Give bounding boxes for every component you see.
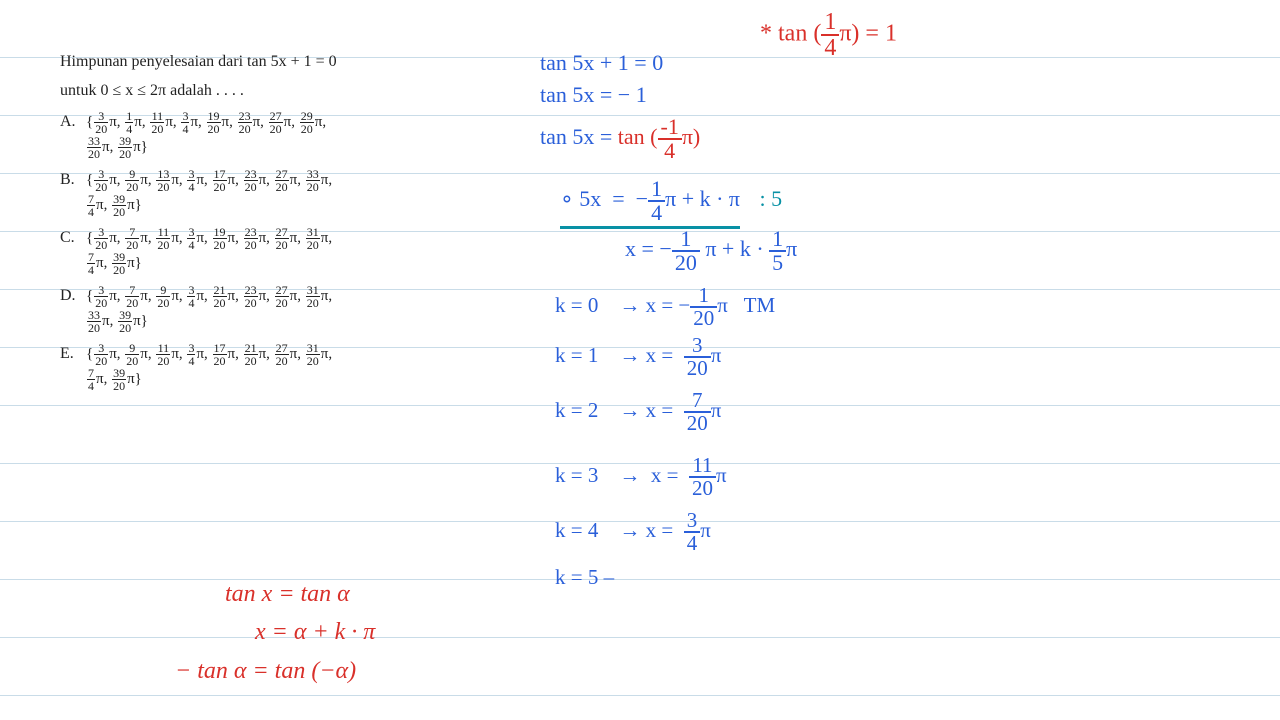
option-B: B.{320π, 920π, 1320π, 34π, 1720π, 2320π,… xyxy=(60,168,520,218)
question-line-1: Himpunan penyelesaian dari tan 5x + 1 = … xyxy=(60,50,520,73)
work-k1: k = 1 → x = 320π xyxy=(555,335,721,379)
option-C: C.{320π, 720π, 1120π, 34π, 1920π, 2320π,… xyxy=(60,226,520,276)
work-x-line: x = −120 π + k · 15π xyxy=(625,228,797,274)
work-k5: k = 5 – xyxy=(555,565,614,590)
formula-3: − tan α = tan (−α) xyxy=(175,652,375,690)
option-letter: D. xyxy=(60,284,86,307)
option-D: D.{320π, 720π, 920π, 34π, 2120π, 2320π, … xyxy=(60,284,520,334)
work-5x-line: ∘ 5x = −14π + k · π : 5 xyxy=(560,178,782,229)
work-k4: k = 4 → x = 34π xyxy=(555,510,711,554)
question-block: Himpunan penyelesaian dari tan 5x + 1 = … xyxy=(60,50,520,392)
formula-identities: tan x = tan α x = α + k · π − tan α = ta… xyxy=(225,575,375,690)
option-body: {320π, 920π, 1320π, 34π, 1720π, 2320π, 2… xyxy=(86,168,332,218)
work-k2: k = 2 → x = 720π xyxy=(555,390,721,434)
option-body: {320π, 920π, 1120π, 34π, 1720π, 2120π, 2… xyxy=(86,342,332,392)
work-k3: k = 3 → x = 1120π xyxy=(555,455,727,499)
question-line-2: untuk 0 ≤ x ≤ 2π adalah . . . . xyxy=(60,79,520,102)
option-A: A.{320π, 14π, 1120π, 34π, 1920π, 2320π, … xyxy=(60,110,520,160)
work-k0: k = 0 → x = −120π TM xyxy=(555,285,775,329)
option-body: {320π, 14π, 1120π, 34π, 1920π, 2320π, 27… xyxy=(86,110,326,160)
option-letter: A. xyxy=(60,110,86,133)
note-tan-quarter-pi: * tan (14π) = 1 xyxy=(760,10,897,60)
work-eq1: tan 5x + 1 = 0 xyxy=(540,50,663,76)
formula-2: x = α + k · π xyxy=(225,613,375,651)
option-body: {320π, 720π, 920π, 34π, 2120π, 2320π, 27… xyxy=(86,284,332,334)
option-letter: C. xyxy=(60,226,86,249)
option-letter: B. xyxy=(60,168,86,191)
work-eq2: tan 5x = − 1 xyxy=(540,82,647,108)
option-letter: E. xyxy=(60,342,86,365)
option-body: {320π, 720π, 1120π, 34π, 1920π, 2320π, 2… xyxy=(86,226,332,276)
option-E: E.{320π, 920π, 1120π, 34π, 1720π, 2120π,… xyxy=(60,342,520,392)
work-eq3: tan 5x = tan (-14π) xyxy=(540,116,700,162)
formula-1: tan x = tan α xyxy=(225,575,375,613)
